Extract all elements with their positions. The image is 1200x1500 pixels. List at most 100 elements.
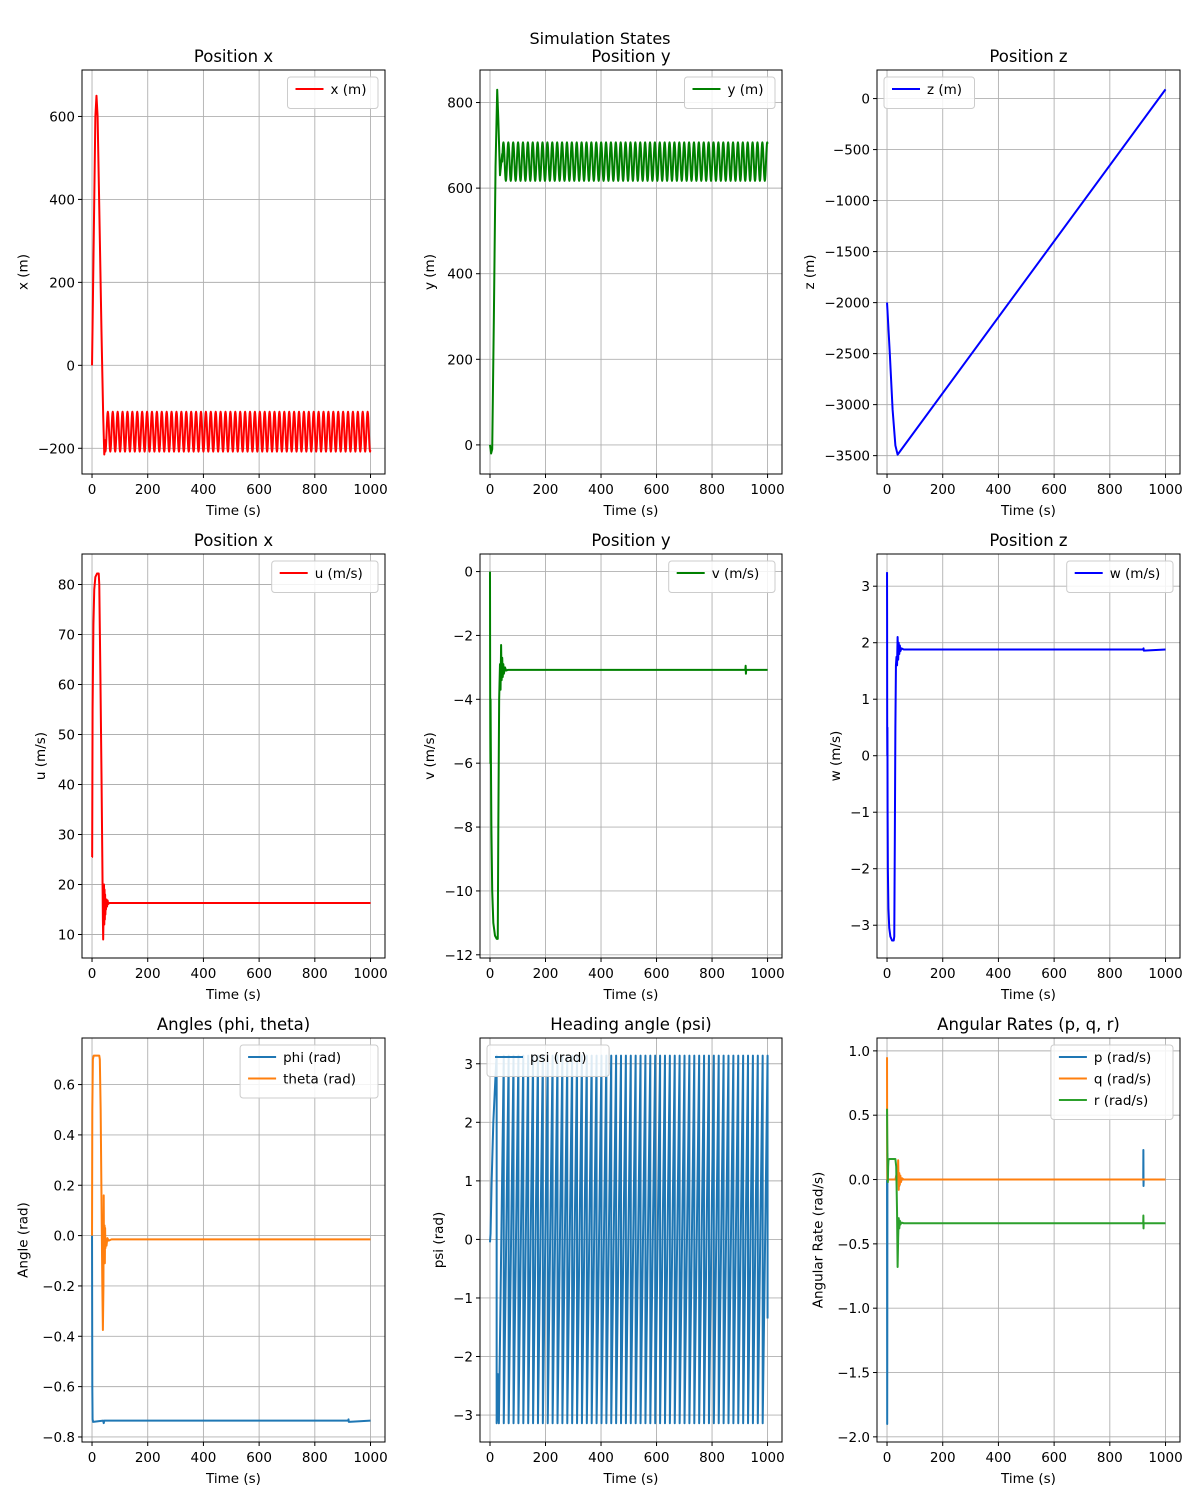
y-tick-label: 80 [58,578,75,594]
y-tick-label: 0.2 [54,1178,75,1194]
y-tick-label: −0.8 [42,1430,75,1446]
legend-box [883,76,975,109]
legend-label: y (m) [728,82,764,98]
x-tick-label: 600 [1041,966,1067,982]
subplot-y_pos: 0 200 400 600 800 1000 0 200 400 600 800 Position y… [422,47,785,519]
y-tick-label: 0 [464,1232,473,1248]
x-tick-label: 1000 [750,1450,784,1466]
legend: psi (rad) [486,1044,610,1077]
x-tick-label: 600 [644,1450,670,1466]
y-tick-label: −3000 [824,398,870,414]
x-axis-label: Time (s) [205,1471,261,1487]
y-tick-label: 600 [49,109,75,125]
y-tick-label: −12 [445,948,474,964]
y-tick-label: −10 [445,884,474,900]
y-tick-label: 0.5 [849,1108,870,1124]
x-tick-label: 200 [135,1450,161,1466]
plot-frame [81,1037,386,1443]
x-tick-label: 1000 [353,1450,387,1466]
x-tick-label: 200 [930,482,956,498]
x-tick-label: 600 [1041,482,1067,498]
y-tick-label: 1.0 [849,1044,870,1060]
y-tick-label: 70 [58,628,75,644]
y-tick-label: −200 [38,441,75,457]
y-tick-label: −4 [453,692,473,708]
series-line-angles-1 [91,1054,371,1331]
y-tick-label: 2 [861,636,870,652]
series-line-z_pos-0 [886,88,1167,456]
plot-frame [479,553,783,959]
x-tick-label: 800 [302,966,328,982]
plot-frame [876,1037,1181,1443]
subplot-grid: 0 200 400 600 800 1000−2000200400600Position … [16,47,1183,1487]
y-tick-label: −3 [850,918,870,934]
x-tick-label: 600 [644,966,670,982]
x-tick-label: 200 [135,966,161,982]
y-tick-label: 0.0 [54,1229,75,1245]
subplot-rates: 0 200 400 600 800 1000 −2.0 −1.5 −1.0 −0.5 0.0 0.5 1… [811,1015,1183,1487]
y-tick-label: 200 [447,352,473,368]
x-tick-label: 600 [644,482,670,498]
subplot-title: Position z [989,47,1067,66]
y-axis-label: psi (rad) [431,1212,447,1269]
y-tick-label: 200 [49,275,75,291]
x-axis-label: Time (s) [603,987,659,1003]
x-tick-label: 200 [135,482,161,498]
x-axis-label: Time (s) [1000,1471,1056,1487]
y-axis-label: Angle (rad) [16,1202,32,1278]
y-tick-label: 0.4 [54,1128,75,1144]
x-tick-label: 0 [88,482,97,498]
y-tick-label: 0 [464,438,473,454]
legend-label: z (m) [927,82,962,98]
y-tick-label: −500 [833,143,870,159]
legend-label: phi (rad) [283,1050,341,1066]
y-tick-label: −0.4 [42,1329,75,1345]
y-tick-label: −2 [453,1350,473,1366]
series-line-w_vel-0 [886,572,1166,942]
figure-title: Simulation States [530,29,671,48]
subplot-title: Angular Rates (p, q, r) [937,1015,1120,1034]
subplot-u_vel: 0 200 400 600 800 1000 10 20 30 40 50 60 70 80 Positio… [33,531,388,1003]
y-tick-label: 60 [58,678,75,694]
y-axis-label: z (m) [802,254,818,289]
legend-label: w (m/s) [1110,566,1161,582]
y-tick-label: 3 [861,579,870,595]
x-axis-label: Time (s) [1000,503,1056,519]
y-tick-label: 0.0 [849,1173,870,1189]
legend-box [239,1044,379,1099]
series-line-rates-1 [886,1057,1166,1191]
legend: y (m) [684,76,776,109]
x-axis-label: Time (s) [1000,987,1056,1003]
x-tick-label: 400 [986,1450,1012,1466]
x-tick-label: 1000 [1148,1450,1182,1466]
subplot-z_pos: 0 200 400 600 800 1000 −3500 −3000 −2500 −2000 −15… [802,47,1183,519]
subplot-v_vel: 0 200 400 600 800 1000 −12 −10 −8 −6 −4 −2 0 Position… [422,531,785,1003]
x-tick-label: 0 [88,1450,97,1466]
y-tick-label: 800 [447,96,473,112]
y-tick-label: −1.0 [837,1301,870,1317]
x-tick-label: 800 [699,482,725,498]
legend-label: x (m) [331,82,367,98]
legend-box [271,560,379,593]
y-tick-label: −2.0 [837,1430,870,1446]
series-line-psi-0 [488,1054,769,1425]
subplot-title: Heading angle (psi) [550,1015,711,1034]
x-tick-label: 400 [986,966,1012,982]
x-axis-label: Time (s) [603,1471,659,1487]
x-tick-label: 600 [246,1450,272,1466]
y-tick-label: 0 [66,358,75,374]
subplot-title: Position x [194,47,273,66]
plot-frame [81,553,386,959]
y-tick-label: −1.5 [837,1366,870,1382]
y-tick-label: 20 [58,878,75,894]
plot-frame [876,69,1181,475]
y-tick-label: −3500 [824,449,870,465]
x-tick-label: 0 [883,482,892,498]
legend-label: psi (rad) [530,1050,587,1066]
legend-label: p (rad/s) [1094,1050,1151,1066]
y-tick-label: 0.6 [54,1078,75,1094]
x-tick-label: 1000 [750,966,784,982]
x-tick-label: 800 [1097,966,1123,982]
legend-box [486,1044,610,1077]
